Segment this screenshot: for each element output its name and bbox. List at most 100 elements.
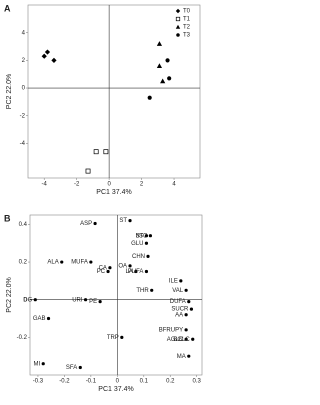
point-label: BGLC [173, 337, 190, 343]
y-tick-label: 0.2 [19, 260, 28, 266]
y-axis-title: PC2 22.0% [6, 277, 13, 312]
x-tick-label: 4 [172, 182, 176, 188]
point-label: GAB [33, 316, 46, 322]
x-tick-label: 0 [116, 379, 120, 385]
point-label: bSC [136, 233, 148, 239]
plot-frame [29, 214, 203, 376]
point-label: DG [23, 297, 32, 303]
point [165, 58, 170, 63]
y-tick-label: 2 [22, 58, 26, 64]
point-label: CHN [132, 254, 145, 260]
point [156, 41, 163, 46]
point [108, 266, 112, 270]
x-tick-label: 0 [107, 182, 111, 188]
x-tick-label: -0.3 [33, 379, 44, 385]
legend-marker [176, 33, 180, 37]
point [85, 168, 91, 174]
point-label: PE [89, 299, 97, 305]
point-label: LA [126, 269, 133, 275]
y-tick-label: -2 [20, 113, 26, 119]
x-tick-label: -0.2 [59, 379, 70, 385]
point-label: ILE [169, 278, 178, 284]
point [60, 260, 64, 264]
point [134, 269, 138, 274]
point-label: ALA [47, 260, 58, 266]
point [128, 219, 132, 223]
point [187, 299, 191, 304]
point [150, 288, 154, 292]
point-label: SUCR [171, 307, 189, 313]
point [44, 49, 51, 55]
point [148, 234, 152, 238]
point-label: AGLC [167, 337, 184, 343]
point [147, 95, 152, 100]
y-tick-label: 4 [22, 30, 26, 36]
y-tick-label: 0 [22, 86, 26, 92]
point [41, 362, 45, 366]
point [144, 234, 149, 238]
point [191, 337, 195, 341]
point [184, 328, 188, 332]
point-label: BFRUPY [159, 327, 183, 333]
y-tick-label: 0 [24, 297, 28, 303]
point [187, 354, 191, 358]
point-label: CA [99, 265, 107, 271]
legend-label: T2 [183, 25, 191, 31]
point [83, 298, 88, 302]
x-tick-label: 2 [140, 182, 144, 188]
y-axis-title: PC2 22.0% [6, 74, 13, 109]
y-tick-label: 0.4 [19, 222, 28, 228]
point [179, 279, 183, 283]
point [128, 264, 132, 268]
point-label: OA [118, 263, 127, 269]
point-label: THR [136, 288, 149, 294]
point-label: MA [177, 354, 186, 360]
point [144, 241, 149, 245]
point [46, 316, 51, 321]
point [184, 313, 188, 317]
point [93, 221, 97, 226]
figure: A -4 -2 0 2 4 -4 -2 0 2 4 PC1 37.4% PC2 22.0% T0 T1 T2 T… [4, 3, 203, 393]
legend-label: T0 [183, 9, 191, 15]
x-tick-label: 0.3 [193, 379, 202, 385]
point [51, 57, 57, 63]
point-label: TRP [107, 335, 119, 341]
point-label: ST [136, 233, 144, 239]
legend-label: T3 [183, 33, 191, 39]
point-label: PUFA [128, 269, 144, 275]
x-tick-label: -0.1 [86, 379, 97, 385]
point [120, 335, 124, 339]
point-label: MI [34, 361, 41, 367]
point [144, 269, 149, 274]
point [160, 78, 166, 84]
point-label: SFA [66, 365, 77, 371]
x-axis-title: PC1 37.4% [96, 189, 131, 196]
x-axis-title: PC1 37.4% [98, 386, 133, 393]
point [146, 254, 150, 259]
point [167, 76, 172, 81]
legend-marker [175, 16, 181, 22]
legend-marker [175, 8, 181, 14]
point-label: ST [119, 218, 127, 224]
point [98, 299, 102, 304]
point-label: GLU [131, 241, 143, 247]
point [93, 149, 99, 155]
panel-label: B [4, 213, 11, 223]
point [106, 269, 110, 274]
point [184, 337, 188, 341]
point [103, 149, 109, 155]
point-label: ASP [80, 221, 92, 227]
panel-label: A [4, 3, 11, 13]
legend-label: T1 [183, 17, 191, 23]
point [89, 260, 93, 264]
point [78, 365, 82, 370]
point [33, 298, 37, 302]
point [156, 63, 163, 68]
y-tick-label: -4 [20, 141, 26, 147]
point-label: DUFA [170, 299, 186, 305]
x-tick-label: 0.2 [166, 379, 175, 385]
point-label: PC [97, 269, 106, 275]
y-tick-label: -0.2 [17, 335, 28, 341]
point [184, 288, 188, 292]
point [41, 53, 47, 59]
